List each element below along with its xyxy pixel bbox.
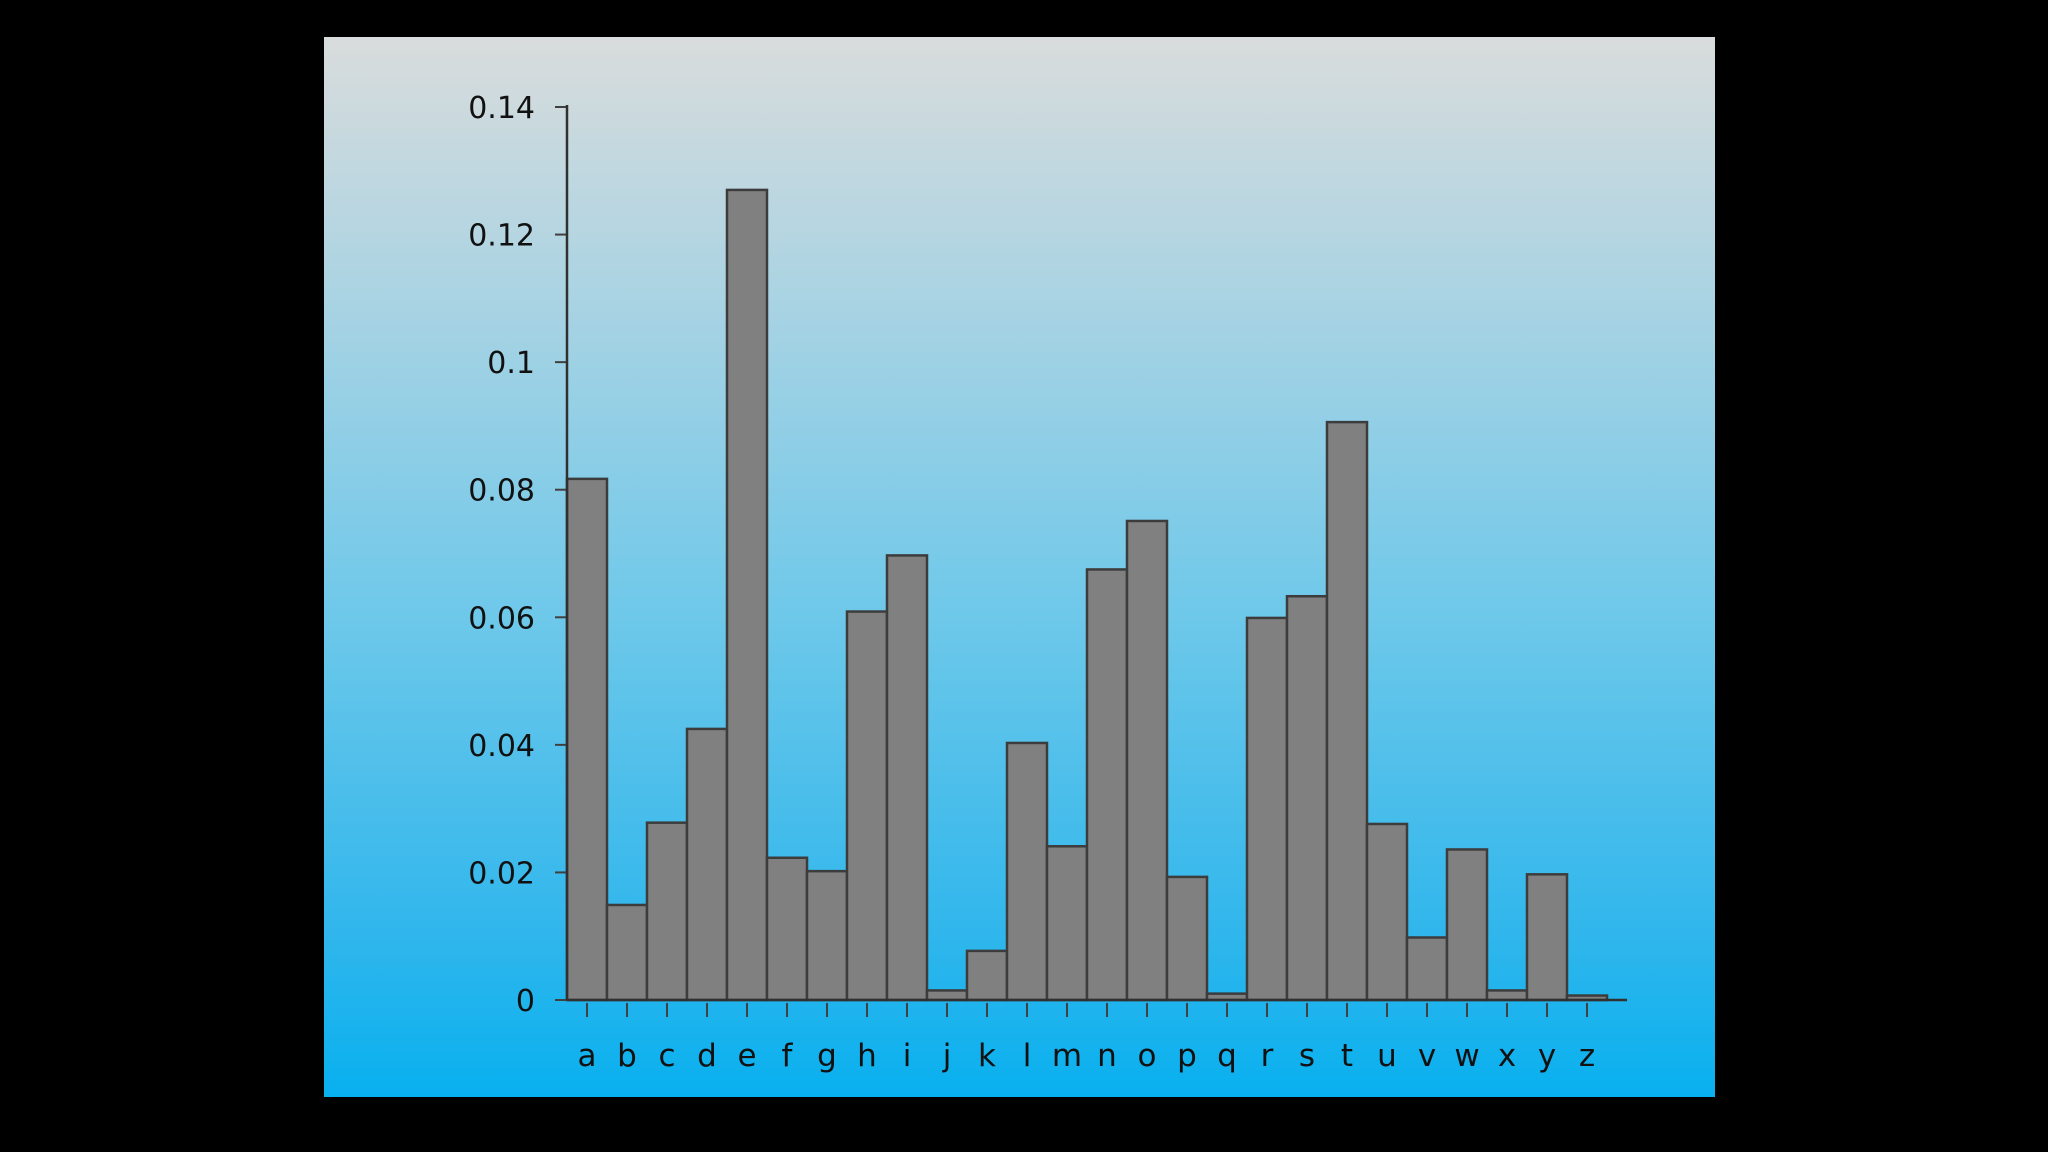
bar-d [685, 727, 729, 1002]
x-tick-label-z: z [1579, 1038, 1595, 1074]
y-tick-label-0.08: 0.08 [468, 474, 535, 509]
y-tick-label-0: 0 [516, 984, 535, 1019]
x-tick-label-w: w [1454, 1038, 1479, 1074]
bar-b [605, 903, 649, 1002]
bar-t [1325, 420, 1369, 1002]
bar-f [765, 856, 809, 1002]
bars-group [565, 188, 1609, 1002]
x-tick-label-m: m [1052, 1038, 1082, 1074]
bar-e [725, 188, 769, 1002]
x-tick-label-u: u [1377, 1038, 1397, 1074]
bar-r [1245, 616, 1289, 1002]
bar-h [845, 610, 889, 1002]
bar-i [885, 554, 929, 1002]
x-tick-label-y: y [1538, 1038, 1556, 1074]
x-tick-label-a: a [578, 1038, 597, 1074]
bar-o [1125, 519, 1169, 1002]
y-tick-label-0.1: 0.1 [487, 346, 535, 381]
bar-n [1085, 568, 1129, 1002]
x-tick-label-f: f [782, 1038, 794, 1074]
y-ticks: 0 0.02 0.04 0.06 0.08 0.1 0.12 0.14 [468, 91, 567, 1019]
x-tick-label-d: d [697, 1038, 717, 1074]
x-tick-label-p: p [1177, 1038, 1197, 1074]
x-tick-label-n: n [1097, 1038, 1117, 1074]
x-tick-label-b: b [617, 1038, 637, 1074]
x-tick-label-v: v [1418, 1038, 1436, 1074]
x-tick-label-j: j [942, 1038, 952, 1074]
bar-a [565, 477, 609, 1002]
x-tick-label-r: r [1261, 1038, 1274, 1074]
x-tick-label-k: k [978, 1038, 996, 1074]
x-tick-label-s: s [1299, 1038, 1315, 1074]
bar-g [805, 869, 849, 1002]
y-tick-label-0.12: 0.12 [468, 219, 535, 254]
x-tick-label-g: g [817, 1038, 837, 1074]
y-tick-label-0.06: 0.06 [468, 601, 535, 636]
x-tick-label-h: h [857, 1038, 877, 1074]
x-tick-label-x: x [1498, 1038, 1516, 1074]
bar-x [1485, 989, 1529, 1002]
x-tick-label-c: c [658, 1038, 675, 1074]
y-tick-label-0.04: 0.04 [468, 729, 535, 764]
bar-p [1165, 875, 1209, 1002]
bar-m [1045, 845, 1089, 1002]
x-tick-label-e: e [737, 1038, 756, 1074]
bar-u [1365, 822, 1409, 1002]
x-tick-label-l: l [1023, 1038, 1032, 1074]
bar-s [1285, 594, 1329, 1002]
bar-y [1525, 873, 1569, 1002]
x-tick-label-i: i [903, 1038, 912, 1074]
bar-j [925, 989, 969, 1002]
x-tick-label-q: q [1217, 1038, 1237, 1074]
bar-k [965, 949, 1009, 1002]
bar-v [1405, 936, 1449, 1002]
bar-c [645, 821, 689, 1002]
y-tick-label-0.02: 0.02 [468, 856, 535, 891]
bar-w [1445, 848, 1489, 1002]
y-tick-label-0.14: 0.14 [468, 91, 535, 126]
x-tick-label-o: o [1138, 1038, 1157, 1074]
x-tick-label-t: t [1341, 1038, 1353, 1074]
bar-l [1005, 741, 1049, 1002]
